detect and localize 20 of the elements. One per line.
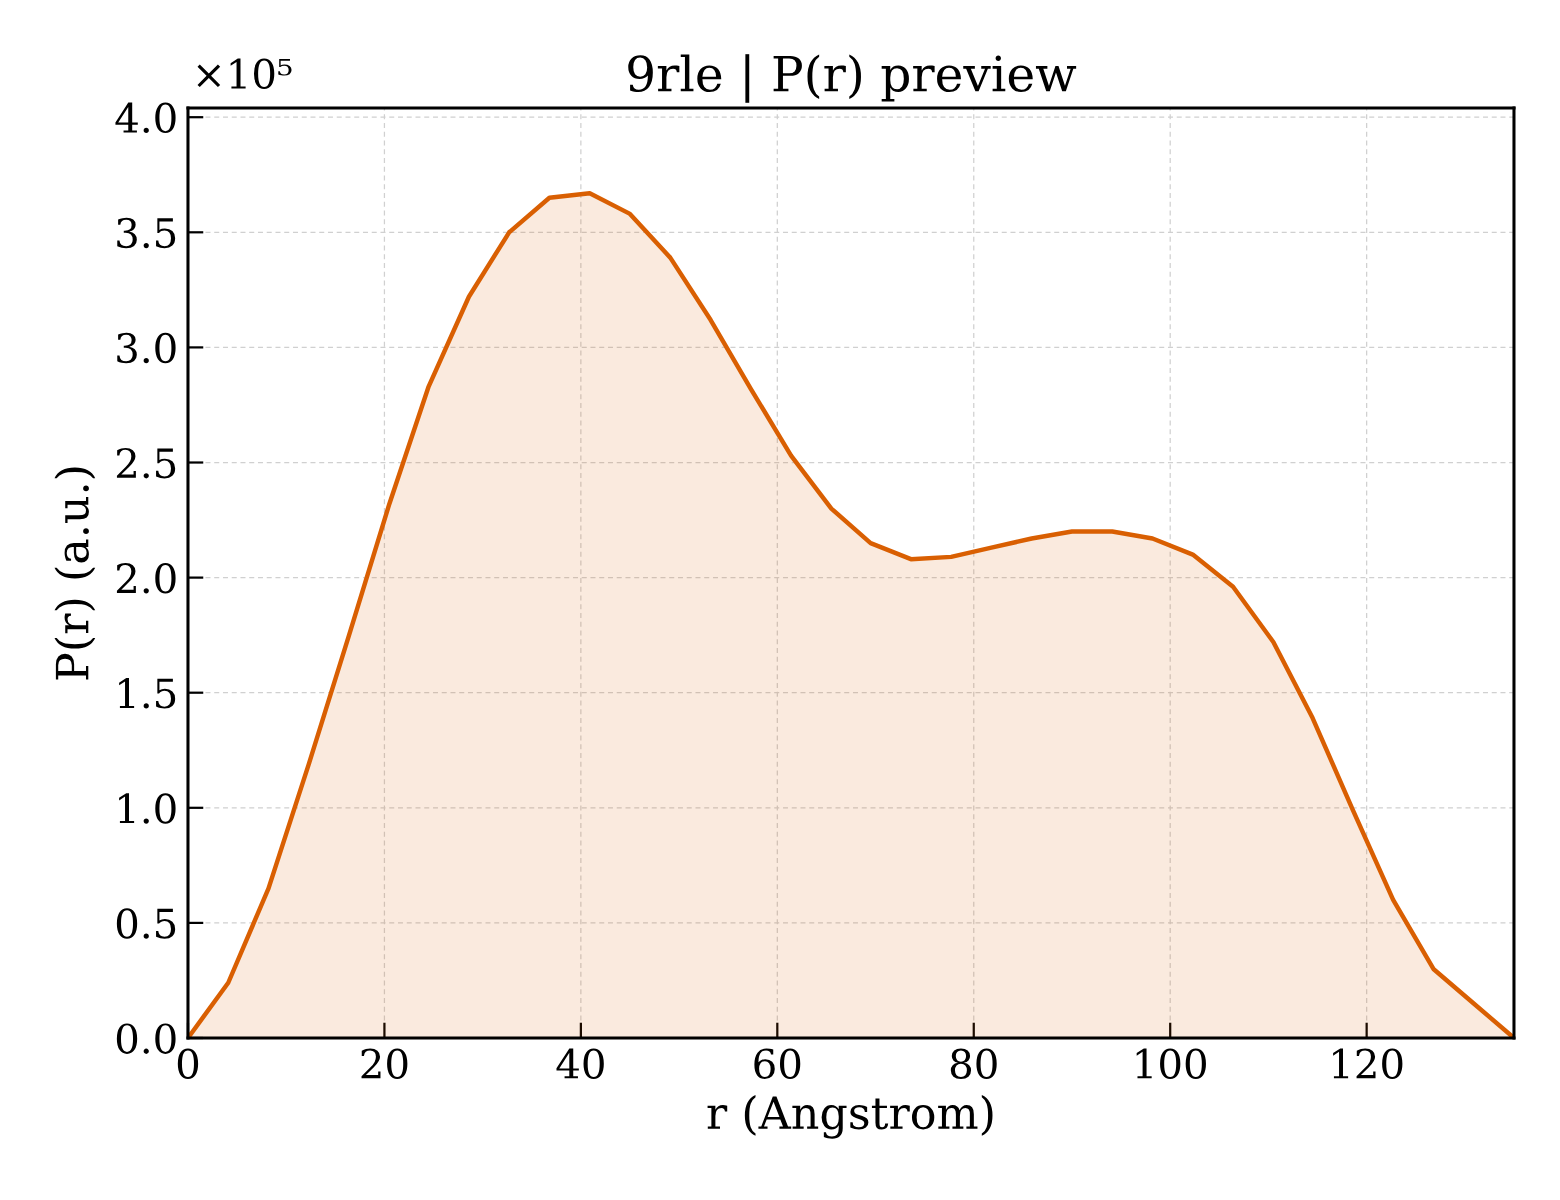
y-axis-title: P(r) (a.u.) (54, 467, 96, 680)
x-axis-title: r (Angstrom) (707, 1095, 993, 1139)
y-tick-label: 1.5 (119, 678, 176, 709)
x-tick-label: 40 (556, 1048, 604, 1079)
y-tick-label: 0.0 (116, 1023, 176, 1054)
y-tick-label: 2.5 (116, 447, 176, 479)
y-tick-label: 1.0 (119, 793, 176, 824)
x-tick-label: 100 (1136, 1048, 1206, 1079)
x-tick-label: 20 (361, 1048, 408, 1079)
chart-title: 9rle | P(r) preview (628, 54, 1077, 103)
y-tick-label: 3.0 (117, 332, 176, 364)
y-tick-label: 4.0 (115, 102, 176, 134)
y-tick-label: 2.0 (116, 563, 176, 594)
y-tick-label: 3.5 (117, 217, 176, 249)
x-tick-label: 120 (1333, 1048, 1403, 1079)
y-tick-label: 0.5 (116, 908, 176, 939)
text: ×10⁵ (197, 58, 292, 90)
x-tick-label: 0 (177, 1048, 199, 1079)
x-tick-label: 80 (950, 1048, 997, 1079)
x-tick-label: 60 (754, 1048, 801, 1079)
